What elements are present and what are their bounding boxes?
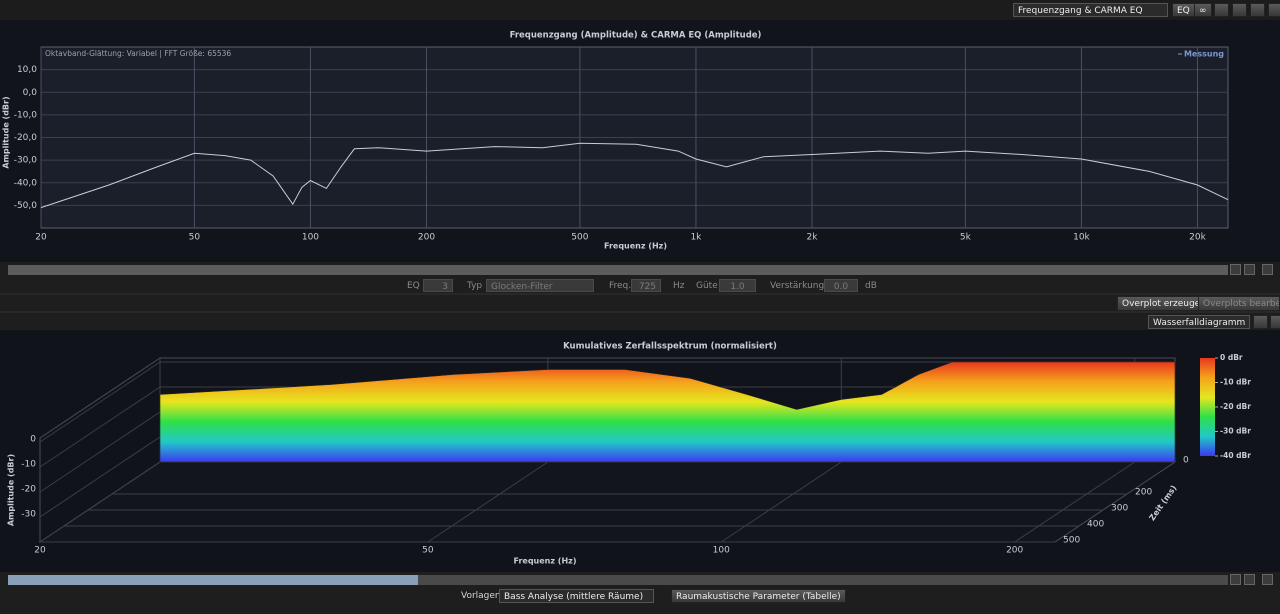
x-axis-label: Frequenz (Hz)	[514, 557, 577, 566]
x-tick-label: 20	[35, 233, 47, 243]
zoom-in[interactable]	[1262, 264, 1273, 275]
overplot-edit[interactable]: Overplots bearbeiten	[1198, 296, 1280, 311]
x-tick-label: 200	[1006, 546, 1023, 556]
q-value[interactable]: 1.0	[719, 279, 756, 292]
scrollbar[interactable]	[8, 265, 1228, 275]
q-label: Güte	[696, 281, 718, 291]
tool-button[interactable]	[1232, 3, 1247, 17]
view-select[interactable]: Frequenzgang & CARMA EQ	[1013, 3, 1168, 17]
freq-label: Freq.	[609, 281, 632, 291]
chart-title: Frequenzgang (Amplitude) & CARMA EQ (Amp…	[510, 31, 762, 41]
colorbar	[1200, 358, 1215, 456]
move-button[interactable]	[1253, 315, 1268, 329]
x-tick-label: 500	[571, 233, 588, 243]
y-tick-label: -10	[21, 460, 36, 470]
lower-view-select[interactable]: Wasserfalldiagramm	[1148, 315, 1250, 329]
top-bar	[0, 0, 1280, 20]
y-tick-label: -20,0	[14, 133, 38, 143]
y-tick-label: 0,0	[23, 88, 38, 98]
scrollbar[interactable]	[8, 575, 1228, 585]
y-tick-label: -40,0	[14, 178, 38, 188]
home-button[interactable]	[1214, 3, 1229, 17]
x-tick-label: 1k	[690, 233, 702, 243]
gain-value[interactable]: 0.0	[824, 279, 858, 292]
z-tick-label: 300	[1111, 504, 1128, 514]
series-line	[40, 142, 1229, 209]
colorbar-label: -20 dBr	[1220, 402, 1251, 411]
z-tick-label: 0	[1183, 456, 1189, 466]
grid-line	[1014, 461, 1135, 543]
x-tick-label: 10k	[1073, 233, 1090, 243]
zoom-out[interactable]	[1244, 574, 1255, 585]
eq-number[interactable]: 3	[423, 279, 453, 292]
scroll-thumb[interactable]	[8, 575, 418, 585]
overplot-create[interactable]: Overplot erzeugen	[1117, 296, 1211, 311]
scroll-right[interactable]	[1230, 264, 1241, 275]
x-tick-label: 50	[422, 546, 434, 556]
move-button[interactable]	[1250, 3, 1265, 17]
floor	[38, 461, 1177, 543]
freq-value[interactable]: 725	[631, 279, 661, 292]
grid-line	[39, 361, 161, 443]
x-tick-label: 5k	[960, 233, 972, 243]
y-tick-label: -30	[21, 510, 36, 520]
x-tick-label: 100	[302, 233, 319, 243]
x-tick-label: 20k	[1189, 233, 1206, 243]
grid-line	[39, 386, 161, 468]
grid-line	[427, 461, 549, 543]
y-tick-label: -10,0	[14, 110, 38, 120]
y-tick-label: -50,0	[14, 201, 38, 211]
y-tick-label: -20	[21, 485, 36, 495]
type-label: Typ	[467, 281, 483, 291]
x-axis-label: Frequenz (Hz)	[604, 242, 667, 251]
x-tick-label: 200	[418, 233, 435, 243]
gain-unit: dB	[865, 281, 877, 291]
annotation: Oktavband-Glättung: Variabel | FFT Größe…	[45, 49, 231, 58]
z-tick-label: 500	[1063, 536, 1080, 546]
grid-line	[39, 461, 161, 543]
colorbar-label: -30 dBr	[1220, 427, 1251, 436]
gain-label: Verstärkung	[770, 281, 825, 291]
preset-select[interactable]: Bass Analyse (mittlere Räume)	[499, 589, 654, 603]
eq-label: EQ	[407, 281, 420, 291]
settings-button[interactable]	[1270, 315, 1280, 329]
zoom-in[interactable]	[1262, 574, 1273, 585]
zoom-out[interactable]	[1244, 264, 1255, 275]
grid-line	[720, 461, 842, 543]
y-axis-label: Amplitude (dBr)	[2, 96, 11, 168]
y-tick-label: -30,0	[14, 156, 38, 166]
eq-button[interactable]: EQ	[1172, 3, 1195, 17]
x-tick-label: 100	[713, 546, 730, 556]
presets-label: Vorlagen	[461, 591, 501, 601]
x-tick-label: 50	[189, 233, 201, 243]
z-tick-label: 200	[1135, 488, 1152, 498]
y-tick-label: 0	[30, 435, 36, 445]
x-tick-label: 2k	[807, 233, 819, 243]
legend-label: Messung	[1184, 50, 1224, 59]
settings-button[interactable]	[1268, 3, 1280, 17]
colorbar-label: -40 dBr	[1220, 451, 1251, 460]
params-button[interactable]: Raumakustische Parameter (Tabelle)	[671, 589, 846, 603]
y-axis-label: Amplitude (dBr)	[7, 454, 16, 526]
y-tick-label: 10,0	[17, 65, 37, 75]
chart-title: Kumulatives Zerfallsspektrum (normalisie…	[563, 342, 777, 352]
type-select[interactable]: Glocken-Filter	[486, 279, 594, 292]
decay-surface	[159, 361, 1176, 463]
x-tick-label: 20	[34, 546, 46, 556]
freq-unit: Hz	[673, 281, 685, 291]
scroll-right[interactable]	[1230, 574, 1241, 585]
link-button[interactable]: ∞	[1194, 3, 1212, 17]
grid-line	[39, 436, 161, 518]
z-tick-label: 400	[1087, 520, 1104, 530]
colorbar-label: 0 dBr	[1220, 353, 1243, 362]
grid-line	[39, 411, 161, 493]
colorbar-label: -10 dBr	[1220, 378, 1251, 387]
